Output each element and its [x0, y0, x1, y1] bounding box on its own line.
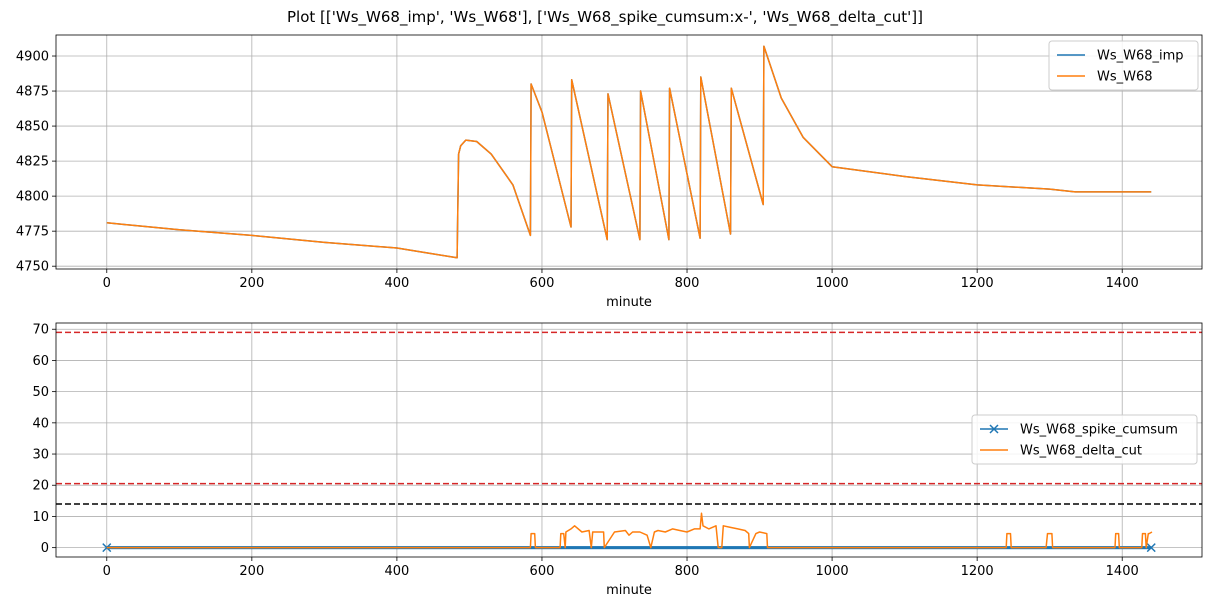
top-x-tick-label: 800: [675, 276, 700, 291]
top-x-tick-label: 0: [103, 276, 111, 291]
top-y-tick-label: 4775: [16, 225, 49, 240]
top-plot-area: [106, 45, 1152, 259]
top-x-tick-label: 1000: [816, 276, 849, 291]
top-legend-label: Ws_W68_imp: [1097, 49, 1184, 64]
top-y-tick-label: 4825: [16, 155, 49, 170]
bottom-axes-frame: [55, 322, 1203, 558]
top-y-ticks: 4750 4775 4800 4825 4850 4875 4900: [16, 50, 56, 275]
series-Ws_W68_spike_cumsum-band: [106, 546, 1152, 550]
figure-title: Plot [['Ws_W68_imp', 'Ws_W68'], ['Ws_W68…: [287, 8, 923, 27]
bottom-y-tick-label: 20: [32, 479, 49, 494]
series-Ws_W68_spike_cumsum-marker: [1146, 543, 1156, 553]
bottom-x-ticks: 0 200 400 600 800 1000 1200 1400: [103, 557, 1139, 579]
top-legend-label: Ws_W68: [1097, 70, 1153, 85]
bottom-legend-label: Ws_W68_delta_cut: [1020, 444, 1142, 459]
bottom-x-tick-label: 0: [103, 564, 111, 579]
bottom-y-tick-label: 30: [32, 448, 49, 463]
series-Ws_W68_spike_cumsum-marker: [102, 543, 112, 553]
series-Ws_W68-line: [106, 45, 1152, 259]
top-y-tick-label: 4875: [16, 85, 49, 100]
top-y-tick-label: 4750: [16, 260, 49, 275]
bottom-x-tick-label: 600: [530, 564, 555, 579]
bottom-legend-box: [971, 414, 1198, 465]
top-y-tick-label: 4900: [16, 50, 49, 65]
top-x-tick-label: 400: [384, 276, 409, 291]
bottom-x-axis-label: minute: [606, 583, 652, 598]
bottom-legend-marker: [989, 424, 999, 434]
bottom-x-tick-label: 1200: [961, 564, 994, 579]
top-axes-frame: [55, 34, 1203, 270]
top-x-ticks: 0 200 400 600 800 1000 1200 1400: [103, 269, 1139, 291]
bottom-x-tick-label: 1400: [1106, 564, 1139, 579]
top-x-tick-label: 200: [239, 276, 264, 291]
bottom-y-ticks: 0 10 20 30 40 50 60 70: [32, 323, 56, 556]
bottom-legend-label: Ws_W68_spike_cumsum: [1020, 423, 1178, 438]
top-x-tick-label: 1400: [1106, 276, 1139, 291]
bottom-plot-area: [56, 331, 1202, 553]
series-Ws_W68_delta_cut-line: [106, 512, 1153, 549]
top-x-tick-label: 600: [530, 276, 555, 291]
bottom-y-tick-label: 60: [32, 354, 49, 369]
top-legend: Ws_W68_imp Ws_W68: [1048, 40, 1199, 91]
bottom-y-tick-label: 0: [41, 541, 49, 556]
bottom-x-tick-label: 1000: [816, 564, 849, 579]
bottom-y-tick-label: 70: [32, 323, 49, 338]
top-legend-box: [1048, 40, 1199, 91]
top-y-tick-label: 4800: [16, 190, 49, 205]
top-x-axis-label: minute: [606, 295, 652, 310]
bottom-y-tick-label: 10: [32, 510, 49, 525]
bottom-legend: Ws_W68_spike_cumsum Ws_W68_delta_cut: [971, 414, 1198, 465]
top-x-tick-label: 1200: [961, 276, 994, 291]
top-subplot: 0 200 400 600 800 1000 1200 1400 4750 4775 4800 48…: [16, 34, 1203, 310]
bottom-x-tick-label: 400: [384, 564, 409, 579]
series-Ws_W68_imp-line: [106, 45, 1152, 259]
bottom-x-tick-label: 800: [675, 564, 700, 579]
bottom-x-tick-label: 200: [239, 564, 264, 579]
bottom-subplot: 0 200 400 600 800 1000 1200 1400 0 10 20 30 40 50 60 7…: [32, 322, 1203, 598]
bottom-y-tick-label: 50: [32, 385, 49, 400]
top-y-tick-label: 4850: [16, 120, 49, 135]
top-grid: [56, 35, 1202, 269]
bottom-y-tick-label: 40: [32, 416, 49, 431]
